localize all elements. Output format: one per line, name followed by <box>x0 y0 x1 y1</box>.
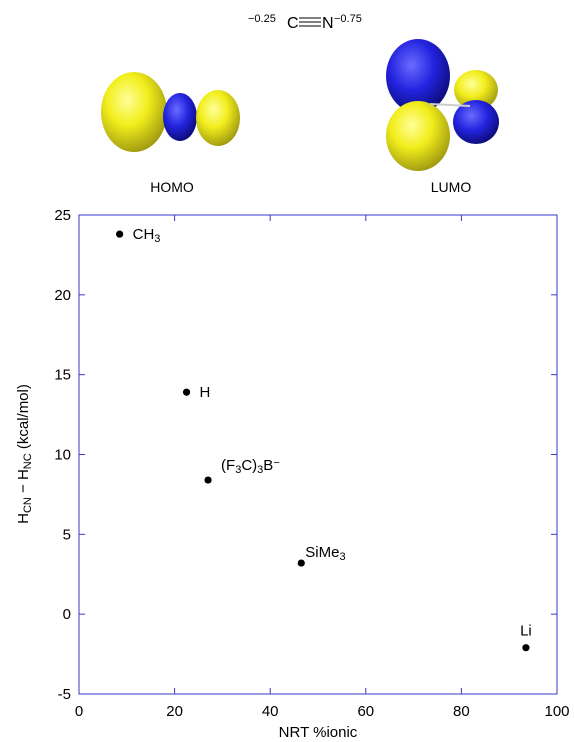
data-point-labels: CH3 H (F3C)3B− SiMe3 Li <box>133 226 532 640</box>
y-tick-label: 25 <box>54 207 71 224</box>
lumo-label: LUMO <box>431 179 472 195</box>
x-tick-label: 0 <box>75 703 83 720</box>
data-point-label: H <box>200 384 211 401</box>
homo-label: HOMO <box>150 179 194 195</box>
x-tick-label: 80 <box>453 703 470 720</box>
x-axis-label: NRT %ionic <box>279 724 358 741</box>
x-tick-label: 20 <box>166 703 183 720</box>
homo-orbital-image <box>101 72 240 152</box>
x-tick-label: 100 <box>544 703 569 720</box>
y-tick-label: 5 <box>63 526 71 543</box>
nitrogen-atom: N <box>322 15 334 32</box>
data-point <box>297 559 305 567</box>
nitrogen-charge: −0.75 <box>334 13 362 25</box>
data-points <box>116 230 530 652</box>
data-point <box>204 476 212 484</box>
y-tick-label: -5 <box>58 686 71 703</box>
cn-formula: −0.25 C N −0.75 <box>248 13 362 32</box>
data-point <box>182 388 191 396</box>
y-axis-label: HCN − HNC (kcal/mol) <box>15 384 34 524</box>
y-tick-label: 10 <box>54 447 71 464</box>
y-tick-label: 0 <box>63 606 71 623</box>
data-point <box>116 230 124 238</box>
triple-bond <box>299 17 321 27</box>
data-point-label: SiMe3 <box>305 544 345 563</box>
x-tick-label: 60 <box>357 703 374 720</box>
x-axis: 0 20 40 60 80 100 <box>75 215 570 720</box>
carbon-atom: C <box>287 15 299 32</box>
carbon-charge: −0.25 <box>248 13 276 25</box>
y-tick-label: 15 <box>54 367 71 384</box>
x-tick-label: 40 <box>262 703 279 720</box>
data-point-label: CH3 <box>133 226 161 245</box>
data-point <box>522 644 530 652</box>
y-axis: -5 0 5 10 15 20 25 <box>54 207 557 703</box>
y-tick-label: 20 <box>54 287 71 304</box>
data-point-label: Li <box>520 623 532 640</box>
data-point-label: (F3C)3B− <box>221 457 280 477</box>
plot-frame <box>78 214 558 695</box>
lumo-orbital-image <box>386 39 499 171</box>
